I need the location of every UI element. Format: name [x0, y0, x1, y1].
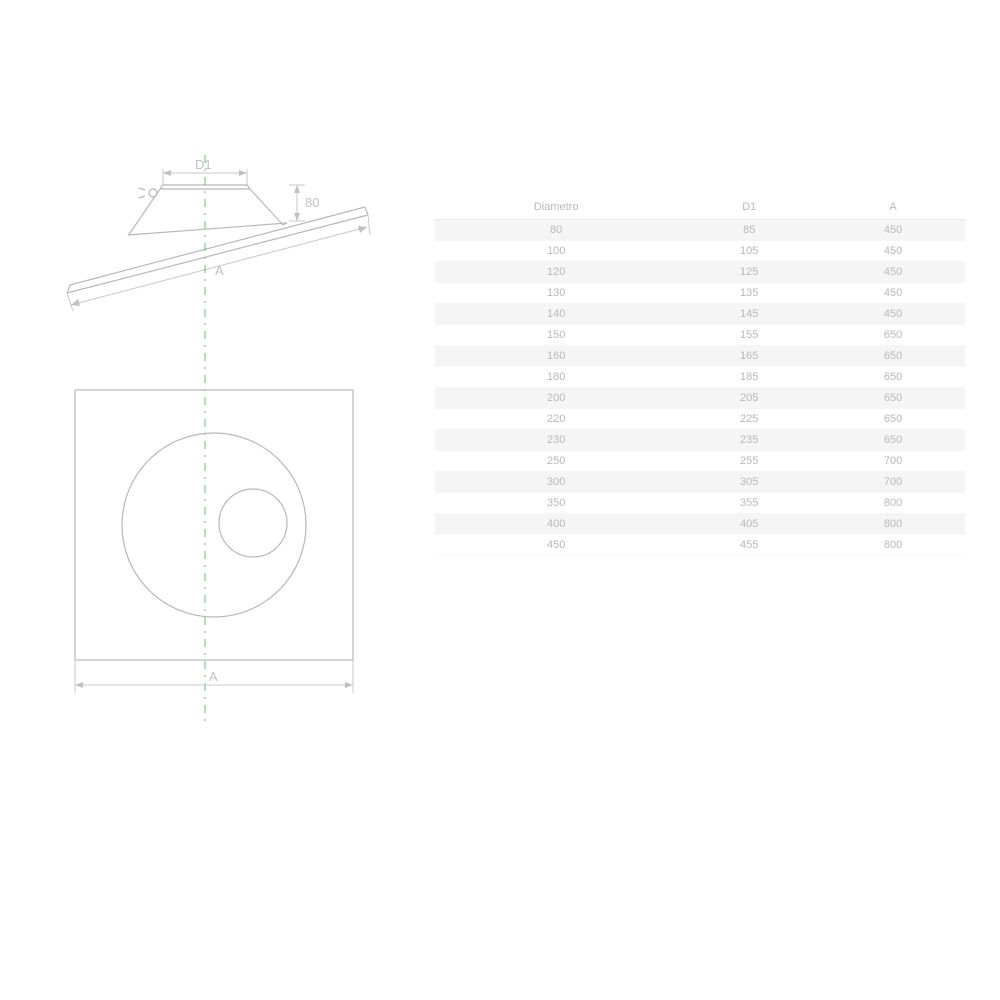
table-cell: 85: [677, 220, 821, 241]
table-cell: 800: [821, 493, 965, 514]
table-cell: 700: [821, 472, 965, 493]
table-row: 200205650: [435, 388, 965, 409]
col-a: A: [821, 195, 965, 220]
a-upper-label: A: [215, 263, 224, 278]
table-cell: 450: [821, 262, 965, 283]
table-cell: 305: [677, 472, 821, 493]
table-cell: 205: [677, 388, 821, 409]
dimensions-table-panel: Diametro D1 A 80854501001054501201254501…: [435, 195, 965, 755]
table-cell: 145: [677, 304, 821, 325]
table-row: 100105450: [435, 241, 965, 262]
table-row: 220225650: [435, 409, 965, 430]
table-row: 350355800: [435, 493, 965, 514]
table-cell: 405: [677, 514, 821, 535]
table-cell: 450: [821, 220, 965, 241]
table-cell: 150: [435, 325, 677, 346]
table-cell: 255: [677, 451, 821, 472]
table-row: 120125450: [435, 262, 965, 283]
table-cell: 230: [435, 430, 677, 451]
table-cell: 400: [435, 514, 677, 535]
table-cell: 650: [821, 325, 965, 346]
table-cell: 130: [435, 283, 677, 304]
table-row: 150155650: [435, 325, 965, 346]
table-cell: 220: [435, 409, 677, 430]
col-d1: D1: [677, 195, 821, 220]
table-row: 230235650: [435, 430, 965, 451]
table-row: 8085450: [435, 220, 965, 241]
table-cell: 450: [821, 283, 965, 304]
table-row: 160165650: [435, 346, 965, 367]
table-cell: 650: [821, 367, 965, 388]
table-cell: 650: [821, 409, 965, 430]
dimensions-table: Diametro D1 A 80854501001054501201254501…: [435, 195, 965, 556]
table-cell: 455: [677, 535, 821, 556]
table-row: 140145450: [435, 304, 965, 325]
table-cell: 450: [821, 304, 965, 325]
table-cell: 125: [677, 262, 821, 283]
table-cell: 225: [677, 409, 821, 430]
a-lower-label: A: [209, 669, 218, 684]
table-cell: 800: [821, 514, 965, 535]
table-cell: 355: [677, 493, 821, 514]
table-cell: 100: [435, 241, 677, 262]
table-row: 250255700: [435, 451, 965, 472]
table-cell: 135: [677, 283, 821, 304]
table-cell: 350: [435, 493, 677, 514]
table-cell: 300: [435, 472, 677, 493]
table-cell: 800: [821, 535, 965, 556]
table-row: 300305700: [435, 472, 965, 493]
table-cell: 120: [435, 262, 677, 283]
table-cell: 155: [677, 325, 821, 346]
col-diametro: Diametro: [435, 195, 677, 220]
table-cell: 650: [821, 430, 965, 451]
table-cell: 450: [821, 241, 965, 262]
eighty-label: 80: [305, 195, 319, 210]
table-header-row: Diametro D1 A: [435, 195, 965, 220]
table-cell: 165: [677, 346, 821, 367]
table-row: 180185650: [435, 367, 965, 388]
table-cell: 140: [435, 304, 677, 325]
table-cell: 650: [821, 388, 965, 409]
technical-drawing-panel: D1 80: [35, 155, 395, 725]
table-cell: 450: [435, 535, 677, 556]
table-cell: 200: [435, 388, 677, 409]
table-cell: 80: [435, 220, 677, 241]
table-cell: 650: [821, 346, 965, 367]
table-cell: 105: [677, 241, 821, 262]
table-row: 130135450: [435, 283, 965, 304]
table-cell: 160: [435, 346, 677, 367]
table-cell: 700: [821, 451, 965, 472]
table-cell: 235: [677, 430, 821, 451]
d1-label: D1: [195, 157, 212, 172]
table-row: 400405800: [435, 514, 965, 535]
table-cell: 180: [435, 367, 677, 388]
table-cell: 185: [677, 367, 821, 388]
table-row: 450455800: [435, 535, 965, 556]
table-cell: 250: [435, 451, 677, 472]
